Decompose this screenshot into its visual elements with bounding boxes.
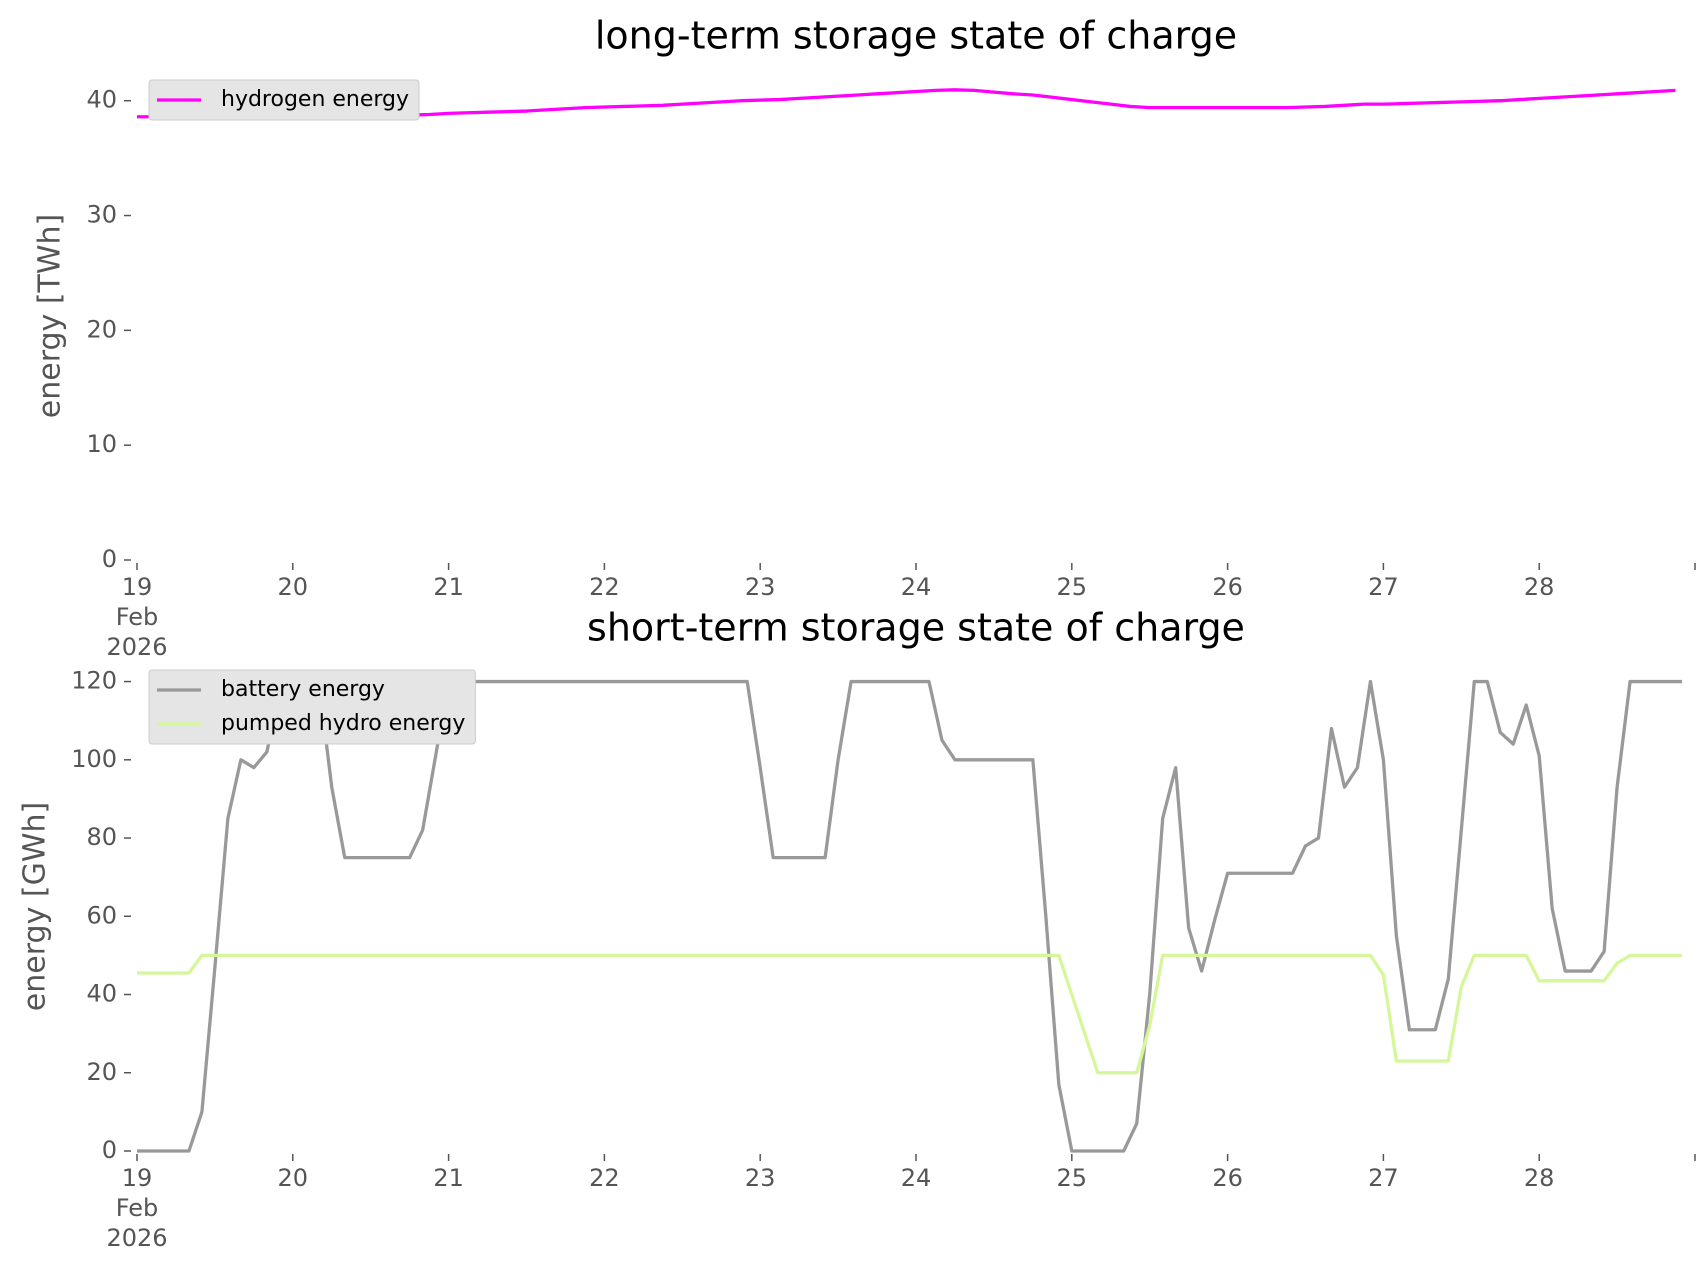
y-tick-label: 0 <box>102 1136 117 1164</box>
x-tick-label: 21 <box>433 1164 464 1192</box>
x-tick-label: 24 <box>900 1164 932 1192</box>
x-tick-label: 26 <box>1212 573 1243 601</box>
y-tick-label: 120 <box>71 667 117 695</box>
y-axis-label: energy [GWh] <box>18 802 53 1011</box>
y-tick-label: 30 <box>86 201 117 229</box>
legend-label: pumped hydro energy <box>221 711 465 736</box>
legend: battery energy pumped hydro energy <box>148 669 476 745</box>
x-tick-label: 21 <box>433 573 464 601</box>
y-tick-label: 10 <box>86 430 117 458</box>
y-tick-label: 60 <box>86 901 117 929</box>
x-tick-label: 20 <box>277 1164 309 1192</box>
chart-title: short-term storage state of charge <box>587 606 1245 650</box>
x-tick-label: 20 <box>277 573 309 601</box>
x-tick-label: 23 <box>744 1164 776 1192</box>
legend: hydrogen energy <box>148 79 420 121</box>
legend-label: hydrogen energy <box>221 87 409 112</box>
x-tick-label: 28 <box>1523 1164 1555 1192</box>
y-tick-label: 80 <box>86 823 117 851</box>
x-tick-label: 25 <box>1056 1164 1088 1192</box>
y-axis-label: energy [TWh] <box>33 214 68 418</box>
legend-label: battery energy <box>221 677 385 702</box>
series-line <box>137 953 1683 1075</box>
x-tick-label: 28 <box>1523 573 1555 601</box>
y-tick-label: 40 <box>86 86 117 114</box>
x-tick-label: 22 <box>589 1164 620 1192</box>
chart-title: long-term storage state of charge <box>595 14 1237 58</box>
x-tick-label: 25 <box>1056 573 1088 601</box>
legend-box <box>148 669 476 745</box>
legend-box <box>148 79 420 121</box>
series-line <box>137 679 1683 1153</box>
y-tick-label: 100 <box>71 745 117 773</box>
x-tick-label: 19 Feb 2026 <box>106 1164 168 1252</box>
x-tick-label: 19 Feb 2026 <box>106 573 168 661</box>
x-tick-label: 23 <box>744 573 776 601</box>
x-tick-label: 27 <box>1368 1164 1399 1192</box>
x-tick-label: 27 <box>1368 573 1399 601</box>
y-tick-label: 0 <box>102 545 117 573</box>
y-tick-label: 20 <box>86 315 117 343</box>
x-tick-label: 22 <box>589 573 620 601</box>
y-tick-label: 40 <box>86 980 117 1008</box>
x-tick-label: 26 <box>1212 1164 1243 1192</box>
x-tick-label: 24 <box>900 573 932 601</box>
y-tick-label: 20 <box>86 1058 117 1086</box>
